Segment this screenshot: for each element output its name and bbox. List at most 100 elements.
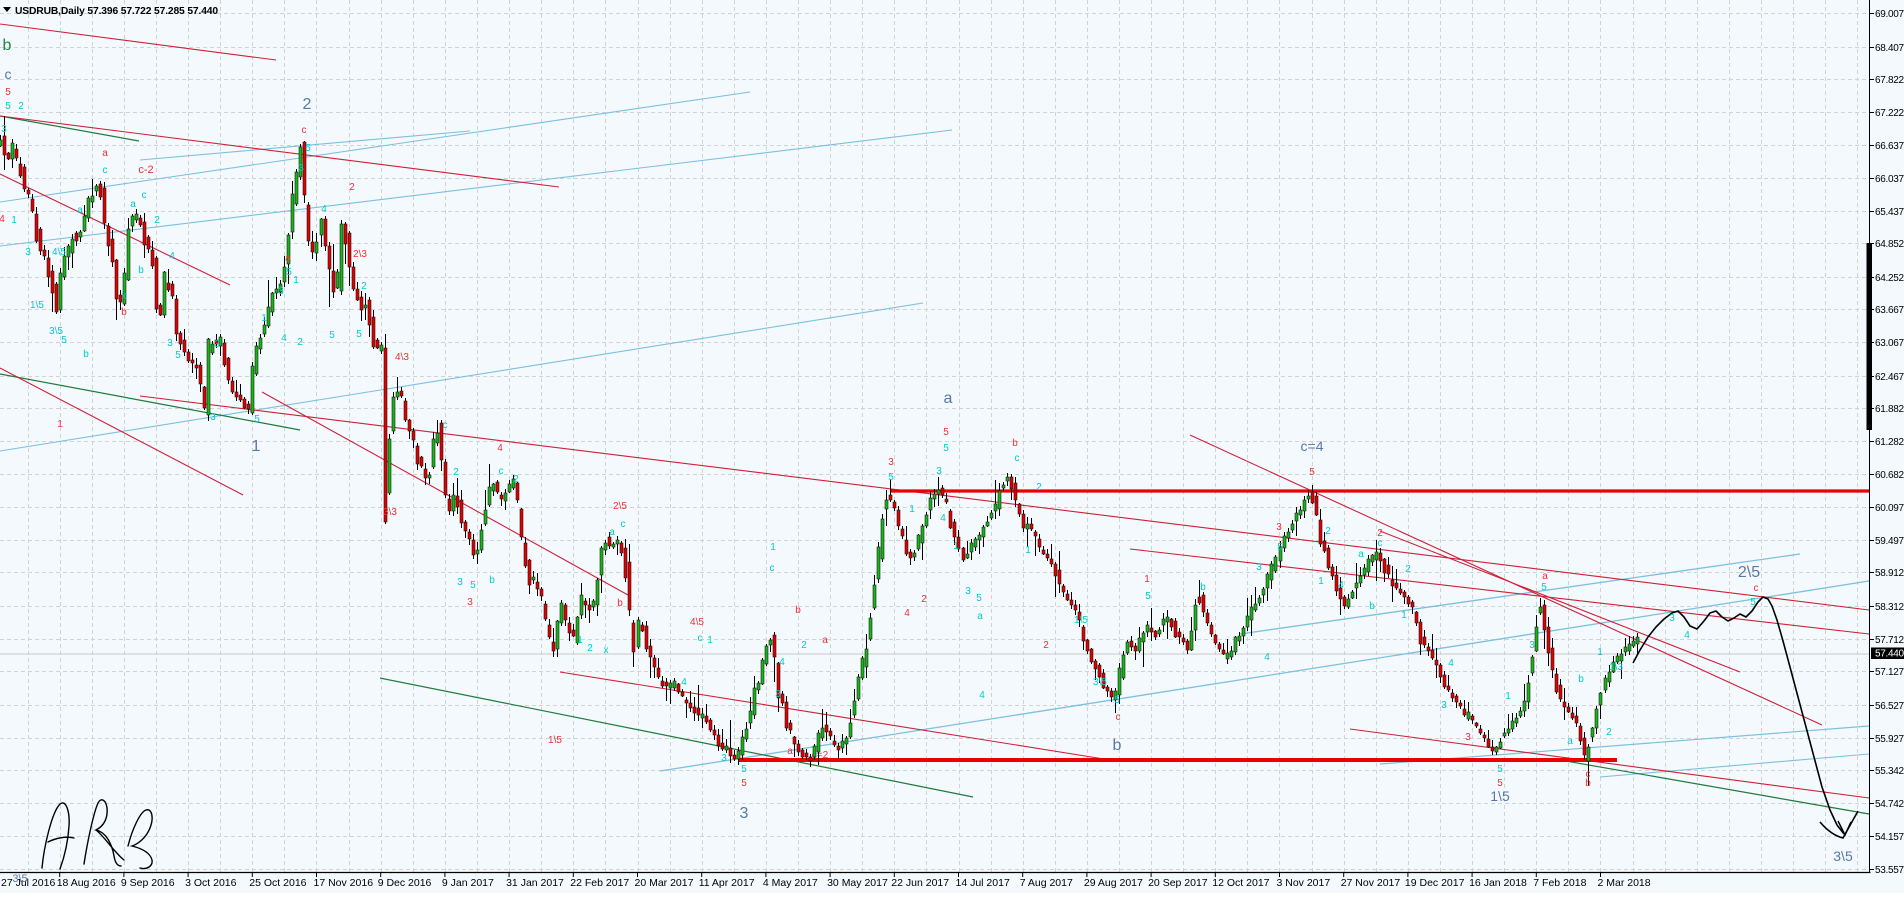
svg-text:66.637: 66.637 [1875,141,1904,152]
svg-text:4: 4 [1264,652,1270,663]
svg-text:5: 5 [888,472,894,483]
svg-text:1: 1 [261,313,267,324]
svg-text:2: 2 [18,101,24,112]
svg-text:4\5: 4\5 [690,617,704,628]
svg-text:1: 1 [1144,574,1150,585]
svg-text:c: c [499,466,504,477]
svg-text:2: 2 [154,215,160,226]
svg-text:b: b [1200,582,1206,593]
svg-text:1: 1 [1401,610,1407,621]
svg-text:20 Sep 2017: 20 Sep 2017 [1148,877,1208,889]
svg-text:3: 3 [1276,522,1282,533]
svg-text:27 Jul 2016: 27 Jul 2016 [1,877,55,889]
svg-text:2: 2 [1405,564,1411,575]
svg-text:58.912: 58.912 [1875,568,1904,579]
svg-text:4: 4 [1684,630,1690,641]
svg-text:66.037: 66.037 [1875,174,1904,185]
svg-text:57.127: 57.127 [1875,667,1904,678]
svg-text:3: 3 [278,286,284,297]
svg-text:3: 3 [1441,700,1447,711]
svg-text:63.667: 63.667 [1875,305,1904,316]
svg-text:1: 1 [770,542,776,553]
svg-text:1\3: 1\3 [1609,662,1623,673]
svg-text:1: 1 [1318,576,1324,587]
svg-text:3: 3 [888,457,894,468]
svg-text:55.927: 55.927 [1875,734,1904,745]
svg-text:b: b [617,598,623,609]
svg-text:3\5: 3\5 [49,326,63,337]
svg-text:b: b [1578,674,1584,685]
svg-text:a: a [944,390,953,407]
svg-text:1: 1 [252,438,261,455]
svg-text:31 Jan 2017: 31 Jan 2017 [506,877,564,889]
svg-text:3\5: 3\5 [12,873,27,885]
svg-text:4: 4 [1338,580,1344,591]
svg-text:4: 4 [681,677,687,688]
svg-text:a: a [787,746,793,757]
svg-text:3: 3 [721,753,727,764]
svg-text:2: 2 [587,643,593,654]
svg-text:2: 2 [297,337,303,348]
svg-text:3\5: 3\5 [1093,677,1107,688]
svg-text:4: 4 [904,608,910,619]
svg-text:a: a [1358,549,1364,560]
svg-text:5: 5 [5,87,11,98]
svg-text:b: b [1585,778,1591,789]
svg-text:4\3: 4\3 [395,352,409,363]
svg-text:54.742: 54.742 [1875,799,1904,810]
svg-text:1: 1 [1597,647,1603,658]
svg-text:64.252: 64.252 [1875,273,1904,284]
svg-text:2: 2 [1036,482,1042,493]
svg-text:56.527: 56.527 [1875,701,1904,712]
svg-text:a: a [977,611,983,622]
svg-text:1: 1 [953,541,959,552]
svg-text:1\5: 1\5 [1490,788,1510,804]
svg-text:53.557: 53.557 [1875,865,1904,876]
svg-text:5: 5 [1114,695,1120,706]
svg-text:5: 5 [1750,597,1756,608]
svg-text:1: 1 [293,275,299,286]
svg-text:b: b [1369,601,1375,612]
svg-text:3: 3 [167,338,173,349]
svg-text:57.440: 57.440 [1875,649,1904,660]
svg-text:c: c [103,165,108,176]
svg-text:b: b [489,575,495,586]
svg-text:5: 5 [61,335,67,346]
svg-text:2\5: 2\5 [613,501,627,512]
svg-text:5: 5 [286,267,292,278]
svg-text:3: 3 [25,247,31,258]
svg-text:a: a [285,253,291,264]
svg-text:b: b [83,349,89,360]
svg-text:67.222: 67.222 [1875,108,1904,119]
svg-text:b: b [121,307,127,318]
svg-text:2: 2 [921,594,927,605]
svg-text:67.822: 67.822 [1875,75,1904,86]
svg-text:2\3: 2\3 [353,249,367,260]
svg-text:c: c [302,125,307,136]
svg-text:5: 5 [1541,582,1547,593]
svg-text:3: 3 [1256,562,1262,573]
svg-text:c=2: c=2 [812,750,829,761]
svg-text:2: 2 [361,281,367,292]
svg-text:18 Aug 2016: 18 Aug 2016 [57,877,116,889]
svg-text:1: 1 [11,215,17,226]
svg-text:2: 2 [453,467,459,478]
svg-text:1\5: 1\5 [30,300,44,311]
svg-text:1\5: 1\5 [1074,615,1088,626]
svg-text:c: c [1754,583,1759,594]
svg-text:a: a [130,199,136,210]
svg-text:22 Feb 2017: 22 Feb 2017 [570,877,629,889]
svg-text:4: 4 [497,443,503,454]
svg-text:5: 5 [943,427,949,438]
svg-text:c=4: c=4 [1301,438,1324,454]
svg-text:1: 1 [1025,545,1031,556]
svg-text:c: c [1378,538,1383,549]
svg-text:60.097: 60.097 [1875,503,1904,514]
svg-text:c: c [142,190,147,201]
svg-text:65.437: 65.437 [1875,207,1904,218]
svg-text:57.712: 57.712 [1875,635,1904,646]
svg-text:x: x [122,291,127,302]
svg-text:2\5: 2\5 [1738,564,1760,581]
svg-text:3: 3 [1,124,7,135]
svg-text:4: 4 [779,657,785,668]
